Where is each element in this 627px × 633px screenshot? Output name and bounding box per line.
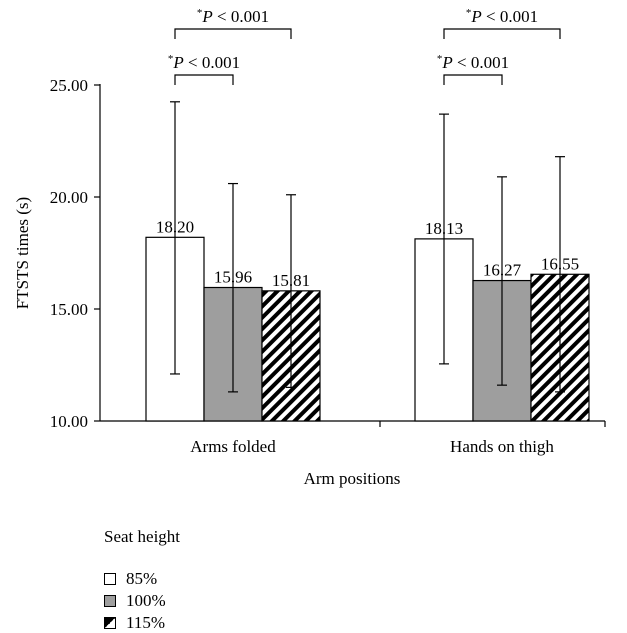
significance-label: *P < 0.001 [168,53,240,72]
data-label: 16.27 [483,261,522,280]
bar-chart: 10.00 15.00 20.00 25.00 FTSTS times (s) Arm p… [13,7,606,488]
y-tick-label: 20.00 [50,188,88,207]
significance-bracket [174,74,234,85]
significance-bracket [443,28,561,39]
y-tick-label: 10.00 [50,412,88,431]
legend-title: Seat height [104,527,181,546]
legend-item-85: 85% [104,569,157,589]
data-label: 15.96 [214,267,252,286]
significance-bracket [174,28,292,39]
significance-label: *P < 0.001 [197,7,269,26]
y-axis-label: FTSTS times (s) [13,197,32,309]
legend-swatch-85 [104,573,116,585]
legend-item-100: 100% [104,591,166,611]
data-label: 15.81 [272,271,310,290]
category-label: Arms folded [190,437,276,456]
significance-bracket [443,74,503,85]
x-axis-label: Arm positions [304,469,401,488]
legend-swatch-100 [104,595,116,607]
significance-label: *P < 0.001 [466,7,538,26]
legend-label-85: 85% [126,569,158,588]
y-tick-label: 25.00 [50,76,88,95]
legend-swatch-115 [104,617,116,629]
legend-label-100: 100% [126,591,166,610]
y-tick-label: 15.00 [50,300,88,319]
category-label: Hands on thigh [450,437,554,456]
data-label: 18.20 [156,217,194,236]
data-label: 16.55 [541,254,579,273]
significance-label: *P < 0.001 [437,53,509,72]
data-label: 18.13 [425,219,463,238]
legend-label-115: 115% [126,613,166,632]
legend-item-115: 115% [104,613,165,633]
